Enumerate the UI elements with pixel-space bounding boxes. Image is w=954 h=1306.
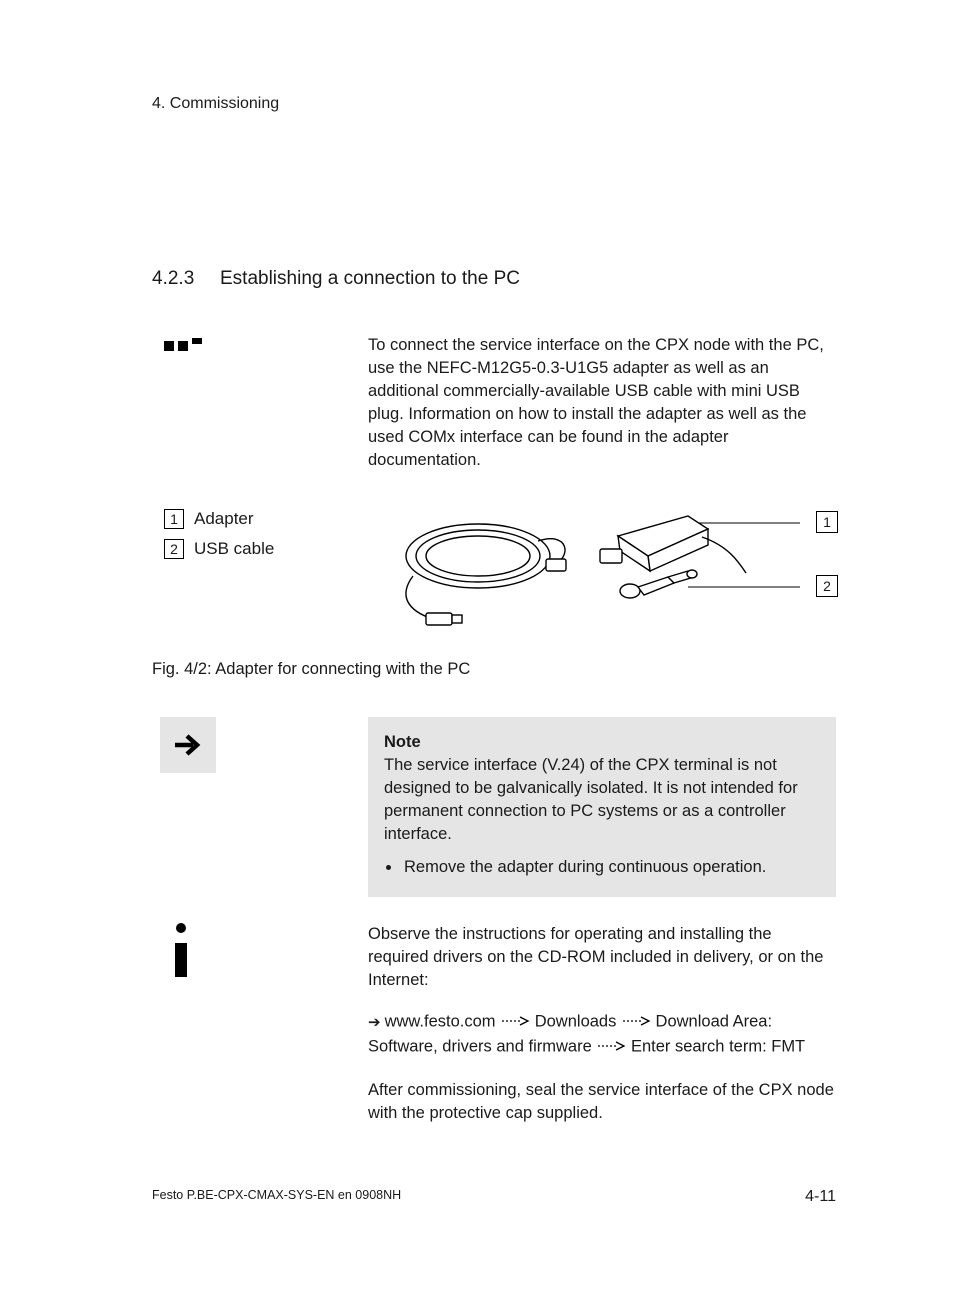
- footer-page-number: 4-11: [805, 1188, 836, 1206]
- adapter-cable-illustration: [368, 501, 838, 631]
- footer-doc-id: Festo P.BE-CPX-CMAX-SYS-EN en 0908NH: [152, 1188, 401, 1206]
- note-box: Note The service interface (V.24) of the…: [368, 717, 836, 898]
- note-arrow-icon: [160, 717, 216, 773]
- info-paragraph: Observe the instructions for operating a…: [368, 923, 836, 992]
- legend-box-2: 2: [164, 539, 184, 559]
- note-body: The service interface (V.24) of the CPX …: [384, 756, 798, 843]
- procedure-dots-icon: [164, 338, 368, 356]
- arrow-right-icon: [368, 1013, 385, 1031]
- section-heading: 4.2.3Establishing a connection to the PC: [152, 268, 836, 290]
- page-footer: Festo P.BE-CPX-CMAX-SYS-EN en 0908NH 4-1…: [152, 1188, 836, 1206]
- dotted-arrow-icon: [596, 1035, 626, 1059]
- section-title: Establishing a connection to the PC: [220, 268, 520, 289]
- dotted-arrow-icon: [621, 1010, 651, 1034]
- info-icon: [152, 923, 368, 977]
- intro-paragraph: To connect the service interface on the …: [368, 334, 836, 473]
- figure-caption: Fig. 4/2: Adapter for connecting with th…: [152, 660, 836, 679]
- crumb-2: Downloads: [535, 1013, 617, 1031]
- figure-callout-1: 1: [816, 511, 838, 533]
- legend-box-1: 1: [164, 509, 184, 529]
- running-head: 4. Commissioning: [152, 95, 836, 113]
- figure-legend: 1 Adapter 2 USB cable: [152, 509, 368, 559]
- after-commissioning-paragraph: After commissioning, seal the service in…: [368, 1079, 836, 1125]
- section-number: 4.2.3: [152, 268, 220, 290]
- crumb-1: www.festo.com: [385, 1013, 496, 1031]
- note-heading: Note: [384, 733, 421, 751]
- legend-label-1: Adapter: [194, 509, 254, 529]
- note-bullet: Remove the adapter during continuous ope…: [402, 856, 820, 879]
- dotted-arrow-icon: [500, 1010, 530, 1034]
- crumb-4: Enter search term: FMT: [631, 1037, 805, 1055]
- figure-callout-2: 2: [816, 575, 838, 597]
- legend-item-2: 2 USB cable: [152, 539, 368, 559]
- download-breadcrumb: www.festo.com Downloads Download Area: S…: [368, 1010, 836, 1059]
- legend-item-1: 1 Adapter: [152, 509, 368, 529]
- legend-label-2: USB cable: [194, 539, 274, 559]
